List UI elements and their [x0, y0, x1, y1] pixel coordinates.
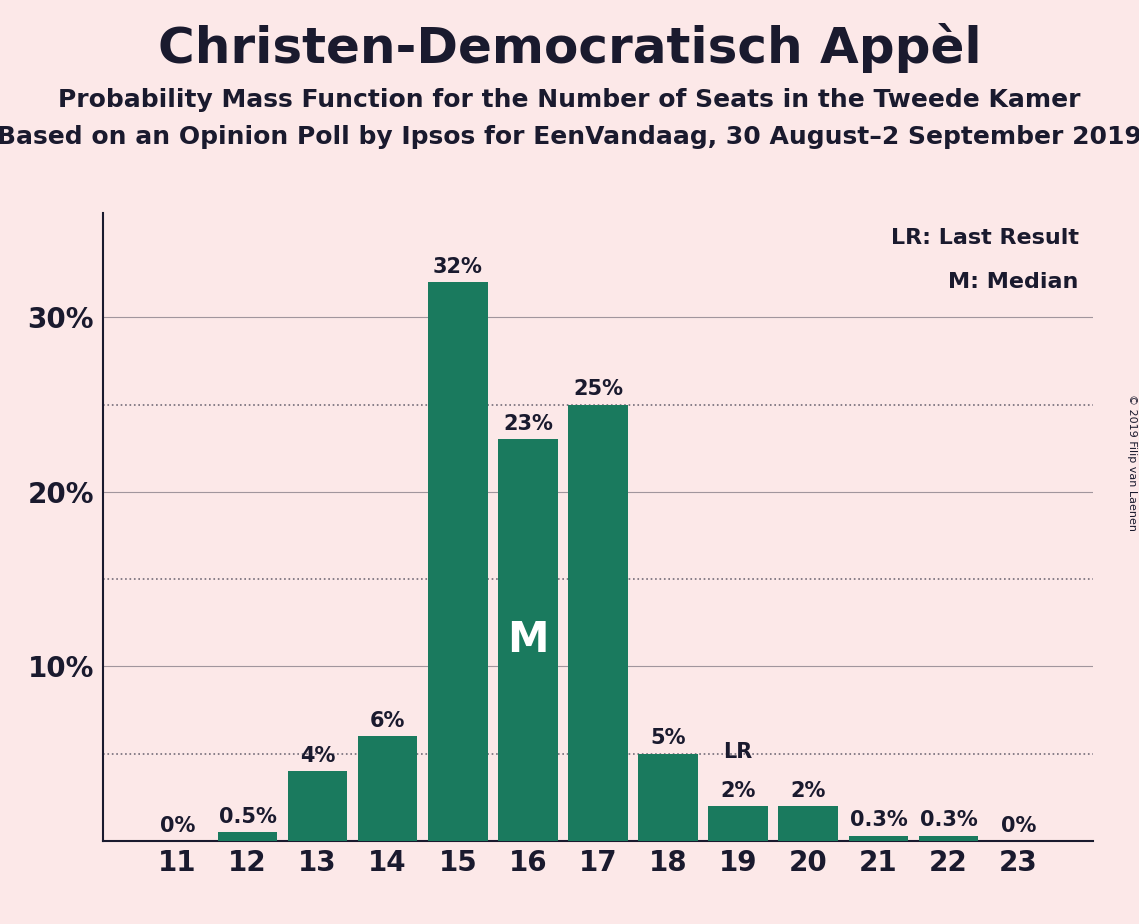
- Text: 2%: 2%: [790, 781, 826, 801]
- Text: M: M: [507, 619, 549, 662]
- Bar: [778, 806, 838, 841]
- Bar: [708, 806, 768, 841]
- Bar: [428, 283, 487, 841]
- Text: 5%: 5%: [650, 728, 686, 748]
- Bar: [498, 440, 558, 841]
- Text: 6%: 6%: [370, 711, 405, 731]
- Text: 25%: 25%: [573, 379, 623, 399]
- Text: 23%: 23%: [503, 414, 552, 434]
- Text: 0.5%: 0.5%: [219, 807, 277, 827]
- Text: LR: Last Result: LR: Last Result: [891, 228, 1079, 249]
- Text: 2%: 2%: [721, 781, 756, 801]
- Text: Based on an Opinion Poll by Ipsos for EenVandaag, 30 August–2 September 2019: Based on an Opinion Poll by Ipsos for Ee…: [0, 125, 1139, 149]
- Text: Probability Mass Function for the Number of Seats in the Tweede Kamer: Probability Mass Function for the Number…: [58, 88, 1081, 112]
- Bar: [218, 833, 277, 841]
- Bar: [638, 754, 698, 841]
- Bar: [358, 736, 418, 841]
- Text: LR: LR: [723, 742, 753, 762]
- Bar: [849, 835, 908, 841]
- Bar: [288, 771, 347, 841]
- Text: 0%: 0%: [159, 816, 195, 835]
- Text: 0%: 0%: [1001, 816, 1036, 835]
- Text: © 2019 Filip van Laenen: © 2019 Filip van Laenen: [1126, 394, 1137, 530]
- Text: 0.3%: 0.3%: [919, 810, 977, 831]
- Text: 0.3%: 0.3%: [850, 810, 908, 831]
- Bar: [568, 405, 628, 841]
- Text: M: Median: M: Median: [948, 273, 1079, 292]
- Bar: [919, 835, 978, 841]
- Text: Christen-Democratisch Appèl: Christen-Democratisch Appèl: [157, 23, 982, 73]
- Text: 4%: 4%: [300, 746, 335, 766]
- Text: 32%: 32%: [433, 257, 483, 277]
